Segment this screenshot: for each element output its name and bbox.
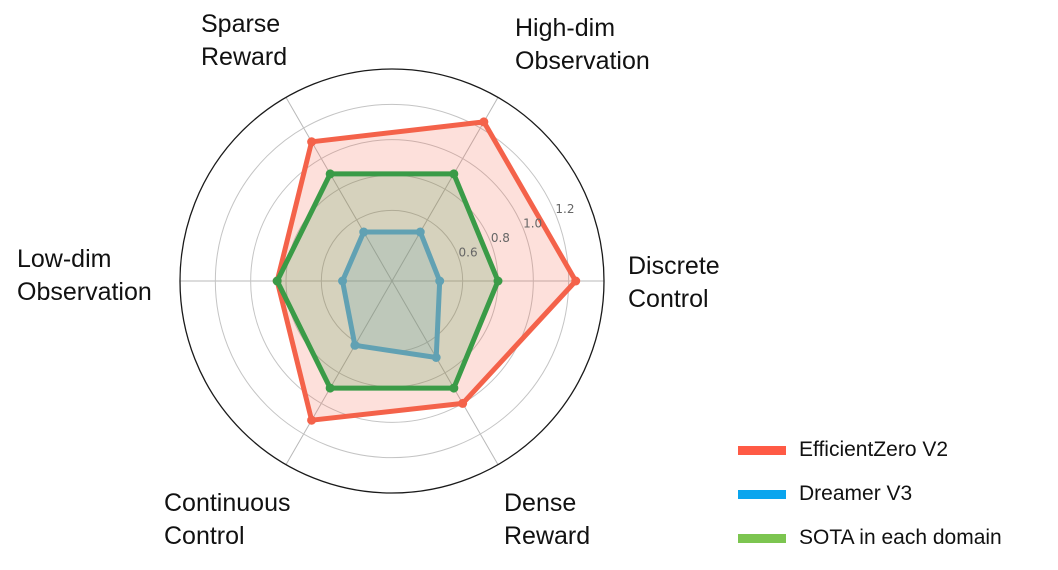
series-point: [325, 169, 335, 179]
series-point: [479, 117, 489, 127]
series-fill: [277, 173, 498, 389]
radial-tick-label: 1.0: [523, 217, 542, 231]
legend-item-efficientzero-v2: EfficientZero V2: [738, 428, 1002, 472]
legend-item-sota: SOTA in each domain: [738, 516, 1002, 560]
axis-label-sparse-reward: Sparse Reward: [201, 10, 288, 71]
radar-frame: [179, 68, 605, 494]
series-point: [350, 340, 360, 350]
radial-tick-label: 1.2: [555, 202, 574, 216]
legend-swatch-sota: [738, 533, 786, 543]
axis-label-discrete-control: Discrete Control: [628, 252, 720, 313]
series-point: [435, 276, 445, 286]
series-point: [571, 276, 581, 286]
legend-label: Dreamer V3: [799, 482, 913, 505]
series-point: [307, 415, 317, 425]
legend-item-dreamer-v3: Dreamer V3: [738, 472, 1002, 516]
series-point: [449, 383, 459, 393]
series-point: [449, 169, 459, 179]
legend-swatch-dreamer-v3: [738, 489, 786, 499]
radar-grid-circle: [214, 103, 570, 459]
radial-tick-label: 0.8: [491, 231, 510, 245]
series-point: [493, 276, 503, 286]
axis-label-dense-reward: Dense Reward: [504, 489, 591, 550]
radar-grid: [179, 68, 605, 494]
legend-label: EfficientZero V2: [799, 438, 949, 461]
radial-ticks: 0.6 0.8 1.0 1.2: [459, 202, 575, 259]
radar-grid-circle: [250, 139, 534, 423]
series-point: [415, 227, 425, 237]
axis-label-low-dim-observation: Low-dim Observation: [17, 245, 152, 306]
series-point: [272, 276, 282, 286]
series-fill: [342, 232, 440, 358]
series-point: [325, 383, 335, 393]
series-point: [359, 227, 369, 237]
series-point: [458, 398, 468, 408]
radial-tick-label: 0.6: [459, 245, 478, 259]
legend-swatch-efficientzero-v2: [738, 445, 786, 455]
axis-label-high-dim-observation: High-dim Observation: [515, 14, 650, 75]
series-point: [431, 352, 441, 362]
series-point: [307, 137, 317, 147]
radar-series: [272, 117, 581, 425]
legend-label: SOTA in each domain: [799, 526, 1002, 549]
legend: EfficientZero V2 Dreamer V3 SOTA in each…: [738, 428, 1002, 560]
axis-label-continuous-control: Continuous Control: [164, 489, 291, 550]
series-point: [338, 276, 348, 286]
